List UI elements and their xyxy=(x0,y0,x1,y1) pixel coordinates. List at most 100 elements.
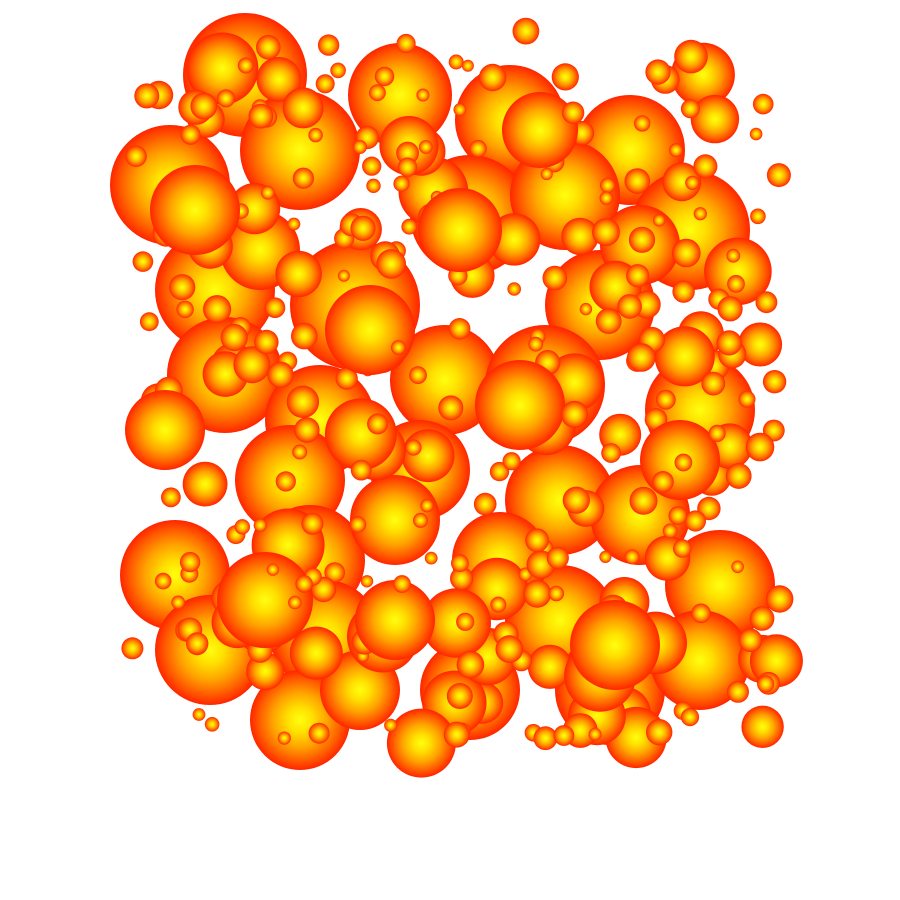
sphere xyxy=(600,177,616,194)
sphere xyxy=(396,33,416,54)
sphere xyxy=(192,708,206,721)
sphere xyxy=(292,167,314,189)
sphere xyxy=(393,575,411,593)
sphere xyxy=(741,705,784,748)
sphere xyxy=(446,683,473,709)
sphere xyxy=(416,88,430,102)
sphere xyxy=(684,510,707,532)
sphere xyxy=(267,361,294,388)
sphere xyxy=(475,360,565,450)
sphere xyxy=(669,143,683,158)
sphere xyxy=(450,566,474,591)
sphere xyxy=(512,17,540,45)
sphere xyxy=(628,226,656,253)
sphere xyxy=(654,326,715,387)
sphere xyxy=(755,291,778,314)
sphere xyxy=(349,516,367,533)
sphere xyxy=(275,250,322,298)
sphere xyxy=(248,103,274,129)
sphere xyxy=(401,429,455,483)
sphere xyxy=(337,269,350,282)
sphere xyxy=(527,644,573,689)
sphere xyxy=(478,63,507,92)
sphere xyxy=(186,32,259,105)
sphere xyxy=(701,371,726,396)
sphere xyxy=(629,486,658,515)
sphere xyxy=(234,519,250,535)
sphere xyxy=(704,237,772,306)
sphere xyxy=(489,461,510,482)
sphere xyxy=(542,265,568,291)
sphere xyxy=(672,280,695,303)
sphere xyxy=(391,340,406,355)
sphere xyxy=(217,89,235,108)
sphere xyxy=(674,453,693,472)
sphere xyxy=(335,367,358,390)
sphere xyxy=(176,300,194,319)
sphere xyxy=(525,528,549,553)
sphere xyxy=(451,554,469,573)
sphere xyxy=(253,518,267,532)
sphere xyxy=(376,249,407,279)
sphere xyxy=(469,139,487,158)
sphere xyxy=(348,43,452,147)
sphere xyxy=(217,552,313,648)
sphere xyxy=(132,251,154,272)
sphere xyxy=(405,439,422,456)
sphere xyxy=(673,539,692,558)
sphere xyxy=(366,178,381,193)
sphere xyxy=(233,346,271,384)
sphere xyxy=(624,168,651,194)
sphere xyxy=(456,650,485,679)
sphere xyxy=(461,59,474,72)
sphere xyxy=(179,551,201,573)
sphere xyxy=(374,66,395,87)
sphere xyxy=(599,550,612,564)
sphere xyxy=(731,560,744,574)
sphere xyxy=(668,506,688,525)
sphere xyxy=(523,579,552,608)
sphere xyxy=(674,39,708,74)
sphere xyxy=(652,471,674,493)
sphere xyxy=(716,330,742,356)
sphere xyxy=(727,680,749,703)
sphere xyxy=(350,475,440,565)
sphere xyxy=(282,87,324,129)
sphere xyxy=(738,628,763,653)
sphere xyxy=(288,595,302,610)
sphere xyxy=(121,637,144,660)
sphere xyxy=(308,722,330,744)
sphere xyxy=(662,523,678,539)
sphere xyxy=(125,145,147,167)
sphere xyxy=(708,424,726,442)
sphere xyxy=(727,275,745,293)
sphere xyxy=(553,725,575,746)
sphere xyxy=(350,459,372,481)
sphere xyxy=(561,217,599,256)
sphere xyxy=(256,57,302,102)
sphere xyxy=(752,93,774,115)
sphere xyxy=(317,34,340,56)
sphere xyxy=(220,323,248,352)
sphere xyxy=(291,322,318,350)
sphere xyxy=(409,366,427,384)
sphere xyxy=(749,606,775,631)
sphere xyxy=(691,603,711,624)
sphere xyxy=(134,83,160,109)
sphere xyxy=(294,417,320,443)
sphere xyxy=(186,632,209,655)
sphere xyxy=(324,562,346,583)
sphere xyxy=(182,461,228,507)
sphere xyxy=(588,727,602,741)
sphere xyxy=(693,207,707,221)
sphere xyxy=(154,572,172,590)
sphere xyxy=(260,185,275,200)
sphere xyxy=(420,498,434,513)
sphere xyxy=(766,163,791,188)
sphere-layer xyxy=(110,13,803,778)
sphere xyxy=(599,191,613,205)
sphere xyxy=(690,94,740,144)
sphere xyxy=(645,59,671,85)
sphere xyxy=(540,167,553,181)
